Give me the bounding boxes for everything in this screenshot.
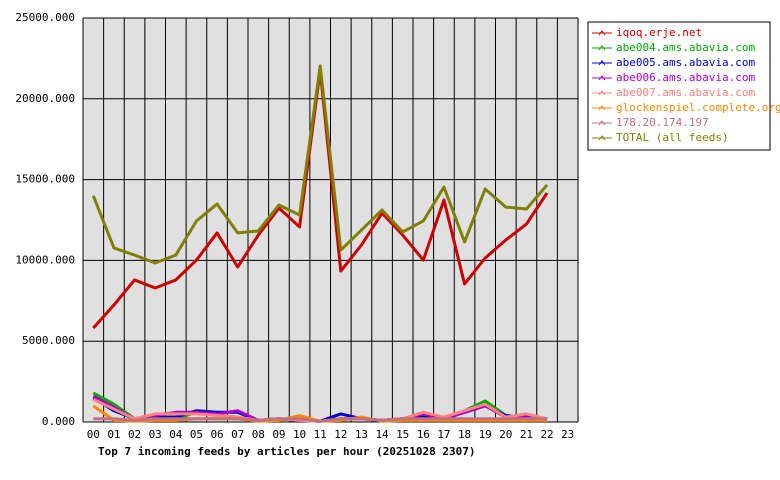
legend-label: abe006.ams.abavia.com [616, 71, 755, 84]
x-tick-label: 07 [231, 428, 244, 441]
legend-marker [598, 135, 606, 141]
x-tick-label: 08 [252, 428, 265, 441]
x-tick-label: 00 [87, 428, 100, 441]
x-tick-label: 13 [355, 428, 368, 441]
legend-label: abe004.ams.abavia.com [616, 41, 755, 54]
legend-label: iqoq.erje.net [616, 26, 702, 39]
x-tick-label: 04 [169, 428, 183, 441]
legend-box [587, 21, 771, 151]
x-tick-label: 01 [107, 428, 120, 441]
y-tick-label: 0.000 [42, 415, 75, 428]
x-tick-label: 09 [272, 428, 285, 441]
legend-marker [598, 75, 606, 81]
series-line [93, 417, 548, 423]
x-tick-label: 05 [190, 428, 203, 441]
x-tick-label: 22 [540, 428, 553, 441]
chart-title: Top 7 incoming feeds by articles per hou… [98, 445, 476, 458]
x-tick-label: 02 [128, 428, 141, 441]
y-tick-label: 25000.000 [15, 11, 75, 24]
legend-label: TOTAL (all feeds) [616, 131, 729, 144]
legend-label: abe007.ams.abavia.com [616, 86, 755, 99]
x-tick-label: 12 [334, 428, 347, 441]
legend-label: glockenspiel.complete.org [616, 101, 780, 114]
y-tick-label: 15000.000 [15, 173, 75, 186]
y-tick-label: 5000.000 [22, 334, 75, 347]
legend-marker [598, 105, 606, 111]
legend-marker [598, 120, 606, 126]
x-tick-label: 03 [149, 428, 162, 441]
x-tick-label: 06 [210, 428, 223, 441]
legend-marker [598, 90, 606, 96]
x-tick-label: 21 [520, 428, 533, 441]
y-tick-label: 20000.000 [15, 92, 75, 105]
x-tick-label: 18 [458, 428, 471, 441]
legend-label: abe005.ams.abavia.com [616, 56, 755, 69]
x-tick-label: 10 [293, 428, 306, 441]
x-tick-label: 17 [437, 428, 450, 441]
legend-marker [598, 30, 606, 36]
legend-marker [598, 45, 606, 51]
y-tick-label: 10000.000 [15, 253, 75, 266]
x-tick-label: 11 [314, 428, 327, 441]
x-tick-label: 20 [499, 428, 512, 441]
legend-marker [598, 60, 606, 66]
x-tick-label: 14 [375, 428, 389, 441]
series-line [91, 64, 549, 265]
x-tick-label: 16 [417, 428, 430, 441]
legend-label: 178.20.174.197 [616, 116, 709, 129]
x-tick-label: 19 [479, 428, 492, 441]
x-tick-label: 15 [396, 428, 409, 441]
x-tick-label: 23 [561, 428, 574, 441]
